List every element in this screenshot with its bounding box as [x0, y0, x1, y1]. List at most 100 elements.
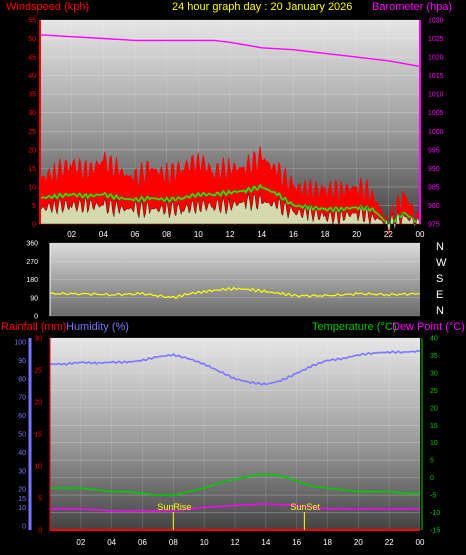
- bottom-x-tick: 18: [323, 538, 332, 547]
- temperature-axis-tick: 40: [430, 336, 438, 343]
- wind-axis-tick: 45: [28, 55, 36, 62]
- barometer-axis-title: Barometer (hpa): [372, 1, 452, 13]
- temperature-axis-tick: 5: [430, 458, 434, 465]
- wind-axis-tick: 0: [32, 222, 36, 229]
- barometer-axis-tick: 1010: [428, 92, 444, 99]
- barometer-axis-tick: 985: [428, 184, 440, 191]
- humidity-axis-title: Humidity (%): [66, 321, 129, 333]
- top-x-tick: 12: [226, 230, 235, 239]
- wind-axis-tick: 55: [28, 18, 36, 25]
- wind-axis-tick: 15: [28, 166, 36, 173]
- wind-direction-series: [49, 286, 421, 300]
- wind-axis-tick: 5: [32, 203, 36, 210]
- barometer-axis-tick: 1000: [428, 129, 444, 136]
- rainfall-axis-tick: 30: [34, 336, 42, 343]
- dewpoint-axis-title: Dew Point (°C): [392, 321, 465, 333]
- barometer-axis-tick: 1025: [428, 36, 444, 43]
- wind-axis-tick: 35: [28, 92, 36, 99]
- humidity-axis-tick: 90: [18, 358, 26, 365]
- barometer-axis-tick: 995: [428, 147, 440, 154]
- humidity-axis-tick: 70: [18, 395, 26, 402]
- wind-axis-tick: 20: [28, 147, 36, 154]
- mid-panel-bg: [50, 243, 420, 316]
- barometer-axis-tick: 1005: [428, 110, 444, 117]
- sunset-label: SunSet: [290, 502, 320, 512]
- temperature-axis-tick: -5: [430, 493, 436, 500]
- humidity-axis-tick: 50: [18, 432, 26, 439]
- wind-average-series: [39, 183, 421, 227]
- bottom-x-tick: 04: [107, 538, 116, 547]
- rainfall-axis-tick: 25: [34, 368, 42, 375]
- barometer-series: [39, 34, 421, 68]
- humidity-series: [50, 349, 421, 386]
- chart-title: 24 hour graph day : 20 January 2026: [172, 1, 352, 13]
- temperature-axis-tick: 25: [430, 388, 438, 395]
- humidity-axis-tick: 10: [18, 505, 26, 512]
- top-x-tick: 14: [257, 230, 266, 239]
- dir-label-s: S: [436, 273, 443, 285]
- top-x-tick: 04: [99, 230, 108, 239]
- dir-label-w: W: [436, 257, 447, 269]
- humidity-axis-tick: 80: [18, 376, 26, 383]
- temperature-axis-tick: -15: [430, 528, 440, 535]
- temperature-axis-tick: 15: [430, 423, 438, 430]
- barometer-axis-tick: 1015: [428, 73, 444, 80]
- bottom-x-tick: 22: [385, 538, 394, 547]
- temperature-axis-tick: 30: [430, 370, 438, 377]
- temperature-axis-tick: -10: [430, 510, 440, 517]
- rainfall-axis-tick: 5: [38, 496, 42, 503]
- top-x-tick: 18: [321, 230, 330, 239]
- direction-axis-tick: 90: [30, 295, 38, 302]
- windspeed-axis-title: Windspeed (kph): [6, 1, 89, 13]
- temperature-series: [50, 473, 421, 497]
- top-x-tick: 16: [289, 230, 298, 239]
- bottom-x-tick: 02: [76, 538, 85, 547]
- temperature-axis-title: Temperature (°C): [312, 321, 396, 333]
- temperature-axis-tick: 35: [430, 353, 438, 360]
- temperature-axis-tick: 20: [430, 405, 438, 412]
- rainfall-axis-title: Rainfall (mm): [1, 321, 66, 333]
- bottom-x-tick: 20: [354, 538, 363, 547]
- top-x-tick: 22: [384, 230, 393, 239]
- bottom-panel-bg: [50, 338, 420, 530]
- wind-axis-tick: 40: [28, 73, 36, 80]
- dewpoint-series: [49, 502, 420, 512]
- humidity-axis-tick: 100: [14, 340, 26, 347]
- bottom-x-tick: 14: [261, 538, 270, 547]
- wind-low-series: [39, 193, 421, 232]
- direction-axis-tick: 270: [26, 259, 38, 266]
- top-x-tick: 00: [416, 230, 425, 239]
- rainfall-axis-tick: 0: [38, 528, 42, 535]
- barometer-axis-tick: 975: [428, 222, 440, 229]
- barometer-axis-tick: 990: [428, 166, 440, 173]
- rainfall-axis-tick: 10: [34, 464, 42, 471]
- temperature-axis-tick: 10: [430, 440, 438, 447]
- barometer-axis-tick: 1030: [428, 18, 444, 25]
- bottom-x-tick: 00: [416, 538, 425, 547]
- dir-label-n-top: N: [436, 241, 444, 253]
- direction-axis-tick: 180: [26, 277, 38, 284]
- barometer-axis-tick: 980: [428, 203, 440, 210]
- humidity-axis-tick: 20: [18, 487, 26, 494]
- bottom-x-tick: 08: [169, 538, 178, 547]
- rainfall-axis-tick: 20: [34, 400, 42, 407]
- bottom-x-tick: 06: [138, 538, 147, 547]
- bottom-x-tick: 16: [292, 538, 301, 547]
- top-x-tick: 06: [131, 230, 140, 239]
- humidity-axis-tick: 0: [22, 524, 26, 531]
- top-x-tick: 10: [194, 230, 203, 239]
- dir-label-e: E: [436, 289, 443, 301]
- bottom-x-tick: 10: [200, 538, 209, 547]
- wind-axis-tick: 25: [28, 129, 36, 136]
- humidity-axis-tick: 40: [18, 450, 26, 457]
- humidity-axis-tick: 30: [18, 468, 26, 475]
- top-x-tick: 08: [162, 230, 171, 239]
- bottom-x-tick: 12: [231, 538, 240, 547]
- dir-label-n-bottom: N: [436, 305, 444, 317]
- top-x-tick: 02: [67, 230, 76, 239]
- direction-axis-tick: 0: [34, 314, 38, 321]
- wind-axis-tick: 50: [28, 36, 36, 43]
- top-x-tick: 20: [352, 230, 361, 239]
